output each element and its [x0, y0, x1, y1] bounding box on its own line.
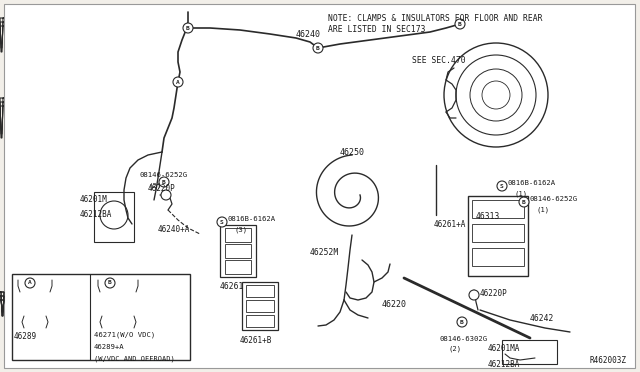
Text: SEE SEC.470: SEE SEC.470 — [412, 56, 466, 65]
Text: S: S — [500, 183, 504, 189]
Text: 08146-6302G: 08146-6302G — [440, 336, 488, 342]
Text: 46289+A: 46289+A — [94, 344, 125, 350]
Text: 46220: 46220 — [382, 300, 407, 309]
Text: 08146-6252G: 08146-6252G — [140, 172, 188, 178]
Circle shape — [519, 197, 529, 207]
Text: (1): (1) — [536, 206, 549, 212]
Circle shape — [457, 317, 467, 327]
Text: B: B — [108, 280, 112, 285]
Text: NOTE: CLAMPS & INSULATORS FOR FLOOR AND REAR
ARE LISTED IN SEC173: NOTE: CLAMPS & INSULATORS FOR FLOOR AND … — [328, 14, 543, 34]
Text: 46240+A: 46240+A — [158, 225, 190, 234]
Circle shape — [25, 278, 35, 288]
Text: R462003Z: R462003Z — [590, 356, 627, 365]
Circle shape — [161, 190, 171, 200]
Text: 46212BA: 46212BA — [80, 210, 113, 219]
Text: B: B — [460, 320, 464, 324]
Text: 0816B-6162A: 0816B-6162A — [508, 180, 556, 186]
Text: 46212BA: 46212BA — [488, 360, 520, 369]
Text: 46250: 46250 — [339, 148, 365, 157]
Text: 46261+B: 46261+B — [240, 336, 273, 345]
Text: 46252M: 46252M — [310, 248, 339, 257]
Text: 46261: 46261 — [220, 282, 244, 291]
Circle shape — [455, 19, 465, 29]
Text: 46313: 46313 — [476, 212, 500, 221]
Text: B: B — [458, 22, 462, 26]
Text: B: B — [316, 45, 320, 51]
Text: (3): (3) — [234, 226, 247, 232]
Circle shape — [159, 177, 169, 187]
Text: (W/VDC AND OFFROAD): (W/VDC AND OFFROAD) — [94, 356, 175, 362]
Text: S: S — [220, 219, 224, 224]
FancyBboxPatch shape — [12, 274, 190, 360]
Circle shape — [173, 77, 183, 87]
Text: 46242: 46242 — [530, 314, 554, 323]
Circle shape — [469, 290, 479, 300]
Text: 46201M: 46201M — [80, 195, 108, 204]
Circle shape — [313, 43, 323, 53]
Text: 46261+A: 46261+A — [434, 220, 467, 229]
FancyBboxPatch shape — [4, 4, 635, 368]
Text: 46240: 46240 — [296, 30, 321, 39]
Text: 46201MA: 46201MA — [488, 344, 520, 353]
Text: 46220P: 46220P — [148, 183, 176, 192]
Text: B: B — [162, 180, 166, 185]
Text: 46220P: 46220P — [480, 289, 508, 298]
Text: (2): (2) — [448, 346, 461, 353]
Text: A: A — [176, 80, 180, 84]
Text: (2): (2) — [148, 182, 161, 189]
Circle shape — [217, 217, 227, 227]
Text: B: B — [522, 199, 526, 205]
Text: 0816B-6162A: 0816B-6162A — [228, 216, 276, 222]
Text: 46289: 46289 — [14, 332, 37, 341]
Text: 46271(W/O VDC): 46271(W/O VDC) — [94, 332, 156, 339]
Circle shape — [497, 181, 507, 191]
Text: 08146-6252G: 08146-6252G — [530, 196, 578, 202]
Text: A: A — [28, 280, 32, 285]
Circle shape — [183, 23, 193, 33]
Circle shape — [105, 278, 115, 288]
Text: B: B — [186, 26, 190, 31]
Text: (1): (1) — [514, 190, 527, 196]
